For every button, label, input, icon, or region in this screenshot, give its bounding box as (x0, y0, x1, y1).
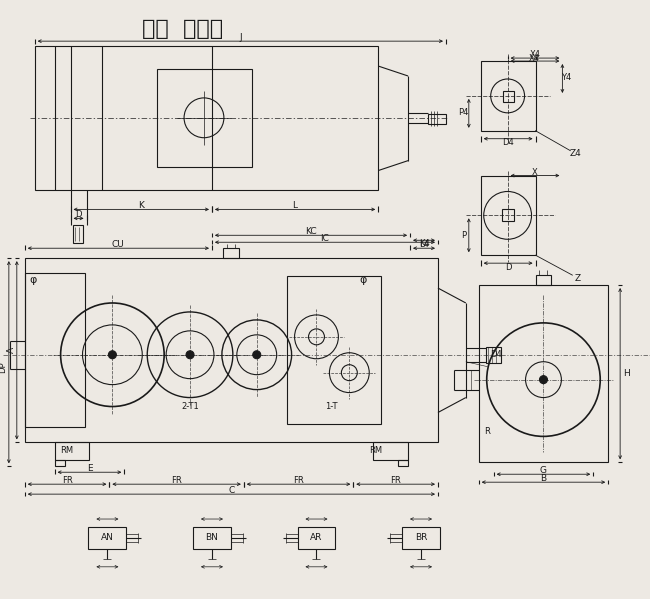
Bar (398, 460, 408, 466)
Text: E: E (86, 464, 92, 473)
Bar (55, 460, 64, 466)
Text: D: D (505, 262, 512, 271)
Text: BR: BR (415, 534, 427, 543)
Text: B: B (540, 474, 547, 483)
Bar (481, 176, 536, 255)
Text: R: R (484, 427, 489, 436)
Text: IC: IC (320, 234, 330, 243)
Bar (223, 248, 239, 258)
Bar (25, 273, 84, 428)
Text: J: J (239, 33, 242, 42)
Bar (88, 527, 126, 549)
Text: C: C (228, 486, 235, 495)
Bar (34, 46, 378, 190)
Text: 1-T: 1-T (325, 402, 337, 411)
Text: RM: RM (60, 446, 73, 455)
Text: L4: L4 (419, 240, 429, 249)
Text: 2-T1: 2-T1 (181, 402, 199, 411)
Text: DP: DP (0, 361, 7, 373)
Text: FR: FR (171, 476, 182, 485)
Bar (502, 210, 514, 222)
Text: G: G (540, 466, 547, 475)
Text: D4: D4 (502, 138, 514, 147)
Bar (402, 527, 440, 549)
Text: K: K (138, 201, 144, 210)
Bar (298, 527, 335, 549)
Bar (428, 114, 446, 124)
Text: FR: FR (62, 476, 72, 485)
Text: φ: φ (359, 275, 367, 285)
Text: KC: KC (306, 227, 317, 236)
Bar (481, 61, 536, 131)
Text: FR: FR (293, 476, 304, 485)
Bar (536, 275, 551, 285)
Bar (73, 225, 83, 243)
Text: X4: X4 (530, 50, 541, 59)
Bar (373, 443, 408, 460)
Text: H: H (623, 369, 629, 378)
Text: A: A (7, 347, 16, 353)
Text: L: L (292, 201, 298, 210)
Bar (193, 527, 231, 549)
Circle shape (109, 351, 116, 359)
Circle shape (186, 351, 194, 359)
Text: X: X (532, 168, 538, 177)
Circle shape (540, 376, 547, 383)
Text: P: P (462, 231, 467, 240)
Text: BN: BN (205, 534, 218, 543)
Bar (479, 285, 608, 462)
Text: AR: AR (310, 534, 322, 543)
Text: Y4: Y4 (561, 74, 571, 83)
Bar (502, 91, 514, 102)
Text: Z: Z (574, 274, 580, 283)
Text: X4: X4 (529, 53, 540, 62)
Bar (55, 443, 90, 460)
Text: φ: φ (29, 275, 36, 285)
Text: Z4: Z4 (569, 149, 581, 158)
Bar (25, 258, 438, 443)
Bar (486, 347, 500, 363)
Text: D4: D4 (489, 350, 501, 359)
Bar (157, 69, 252, 167)
Text: FR: FR (390, 476, 401, 485)
Text: 四段  直交轴: 四段 直交轴 (142, 19, 223, 40)
Text: CU: CU (112, 240, 125, 249)
Text: K4: K4 (419, 239, 430, 248)
Bar (287, 276, 381, 425)
Circle shape (253, 351, 261, 359)
Text: D: D (75, 210, 82, 219)
Text: P4: P4 (458, 108, 468, 117)
Text: RM: RM (369, 446, 382, 455)
Text: AN: AN (101, 534, 114, 543)
